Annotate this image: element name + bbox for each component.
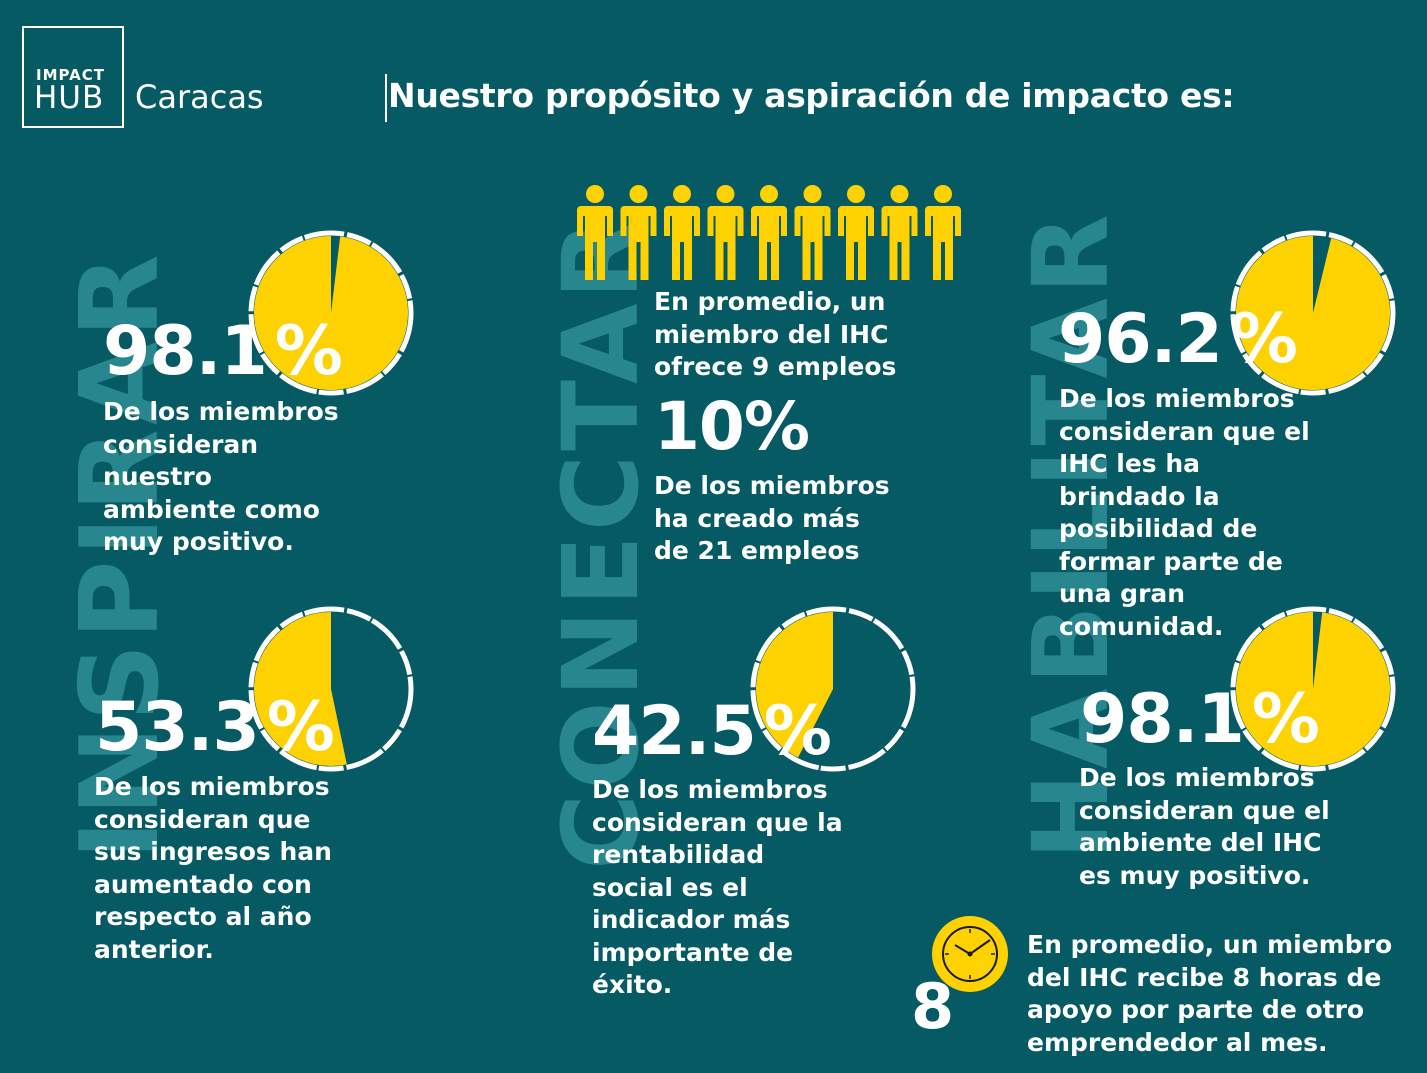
text-line: éxito. — [592, 970, 673, 999]
logo-hub-text: HUB — [34, 80, 105, 116]
text-line: consideran que el — [1079, 795, 1330, 825]
text-line: emprendedor al mes. — [1027, 1027, 1328, 1057]
text-line: miembro del IHC — [654, 319, 889, 349]
logo-frame — [22, 26, 124, 128]
text-line: rentabilidad — [592, 840, 765, 869]
person-icon — [707, 185, 744, 280]
text-line: una gran — [1059, 579, 1186, 608]
stat-description-4: De los miembros consideran que el IHC les … — [1059, 383, 1310, 643]
stat-unit: % — [1229, 300, 1298, 379]
text-line: ambiente del IHC — [1079, 828, 1322, 857]
pie-slice-value — [756, 612, 833, 758]
people-icons-row — [577, 185, 961, 280]
text-line: ambiente como — [103, 494, 320, 524]
text-line: del IHC recibe 8 horas de — [1027, 962, 1382, 992]
pie-chart-5 — [1230, 606, 1396, 772]
logo-city: Caracas — [135, 78, 264, 116]
stat-number: 53.3 — [95, 688, 260, 767]
text-line: De los miembros — [592, 775, 828, 804]
person-icon — [838, 185, 874, 280]
employees-description: En promedio, un miembro del IHC ofrece 9 e… — [654, 286, 896, 384]
person-icon — [620, 185, 657, 280]
person-icon — [881, 185, 918, 280]
pie-chart-4 — [1230, 230, 1396, 396]
stat-description-1: De los miembros consideran nuestro ambiente… — [103, 396, 339, 559]
text-line: De los miembros — [103, 397, 339, 426]
text-line: ha creado más — [654, 503, 860, 533]
text-line: consideran — [103, 429, 259, 459]
stat-number: 98.1 — [103, 312, 268, 391]
text-line: posibilidad de — [1059, 514, 1258, 543]
text-line: En promedio, un miembro — [1027, 930, 1393, 959]
text-line: de 21 empleos — [654, 536, 860, 565]
text-line: es muy positivo. — [1079, 860, 1311, 890]
stat-unit: % — [763, 692, 832, 771]
stat-description-2: De los miembros consideran que sus ingreso… — [94, 771, 332, 966]
text-line: apoyo por parte de otro — [1027, 995, 1365, 1024]
stat-value-4: 96.2% — [1058, 306, 1298, 374]
stat-number: 96.2 — [1058, 300, 1223, 379]
text-line: muy positivo. — [103, 527, 294, 556]
pie-slice-value — [1236, 236, 1390, 390]
text-line: IHC les ha — [1059, 449, 1201, 478]
ten-percent-description: De los miembros ha creado más de 21 empleo… — [654, 470, 890, 568]
title-divider — [385, 74, 387, 122]
stat-value-2: 53.3% — [95, 694, 335, 762]
clock-icon — [932, 916, 1008, 992]
stat-value-1: 98.1% — [103, 318, 343, 386]
text-line: importante de — [592, 937, 794, 967]
hours-value: 8 — [911, 970, 955, 1043]
text-line: De los miembros — [1059, 384, 1295, 413]
watermark-conectar: CONECTAR — [540, 215, 662, 870]
text-line: formar parte de — [1059, 546, 1283, 576]
text-line: social es el — [592, 872, 748, 902]
text-line: consideran que — [94, 804, 311, 834]
pie-chart-1 — [248, 230, 414, 396]
person-icon — [794, 185, 831, 280]
stat-description-5: De los miembros consideran que el ambiente… — [1079, 762, 1330, 892]
logo-impact-text: IMPACT — [36, 66, 105, 84]
person-icon — [577, 185, 613, 280]
person-icon — [664, 185, 700, 280]
stat-unit: % — [1251, 680, 1320, 759]
text-line: aumentado con — [94, 869, 312, 899]
text-line: sus ingresos han — [94, 837, 332, 866]
text-line: De los miembros — [94, 772, 330, 801]
stat-value-3: 42.5% — [592, 698, 832, 766]
stat-number: 98.1 — [1080, 680, 1245, 759]
hours-description: En promedio, un miembro del IHC recibe 8 … — [1027, 929, 1392, 1059]
text-line: comunidad. — [1059, 611, 1224, 641]
text-line: nuestro — [103, 462, 212, 491]
text-line: respecto al año — [94, 902, 312, 931]
text-line: indicador más — [592, 905, 791, 934]
person-icon — [751, 185, 787, 280]
text-line: De los miembros — [654, 471, 890, 500]
stat-description-3: De los miembros consideran que la rentabil… — [592, 774, 843, 1002]
text-line: anterior. — [94, 934, 214, 964]
stat-unit: % — [266, 688, 335, 767]
text-line: En promedio, un — [654, 287, 886, 316]
text-line: De los miembros — [1079, 763, 1315, 792]
stat-unit: % — [274, 312, 343, 391]
stat-number: 42.5 — [592, 692, 757, 771]
stat-value-5: 98.1% — [1080, 686, 1320, 754]
page-title: Nuestro propósito y aspiración de impact… — [388, 76, 1235, 115]
pie-slice-value — [1236, 612, 1390, 766]
pie-chart-2 — [248, 606, 414, 772]
pie-slice-value — [253, 612, 347, 766]
text-line: consideran que el — [1059, 416, 1310, 446]
text-line: ofrece 9 empleos — [654, 352, 897, 381]
ten-percent-value: 10% — [654, 388, 810, 465]
person-icon — [925, 185, 961, 280]
text-line: brindado la — [1059, 481, 1220, 511]
pie-chart-3 — [750, 606, 916, 772]
pie-slice-value — [254, 236, 408, 390]
text-line: consideran que la — [592, 807, 843, 837]
